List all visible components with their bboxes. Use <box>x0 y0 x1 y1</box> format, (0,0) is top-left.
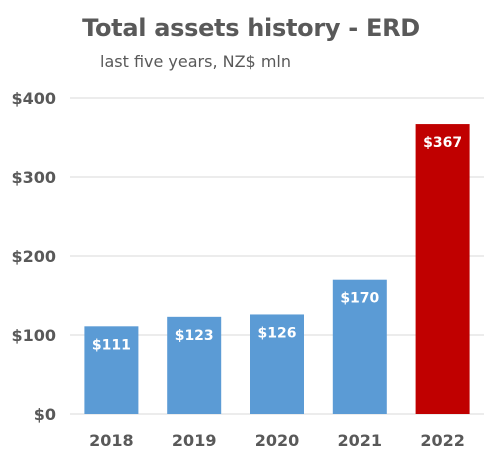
bar-value-label: $126 <box>258 325 297 341</box>
bar-value-labels: $111 $123 $126 $170 $367 <box>92 135 462 353</box>
bars <box>84 124 470 414</box>
x-tick-label: 2018 <box>89 431 134 450</box>
y-tick-label: $200 <box>11 247 56 266</box>
x-tick-label: 2019 <box>172 431 217 450</box>
bar-2018 <box>84 326 139 414</box>
y-tick-label: $100 <box>11 326 56 345</box>
bar-value-label: $111 <box>92 337 131 353</box>
bar-2020 <box>250 314 304 414</box>
x-tick-label: 2022 <box>420 431 465 450</box>
x-tick-label: 2020 <box>255 431 300 450</box>
bar-value-label: $123 <box>175 328 214 344</box>
bar-value-label: $367 <box>423 135 462 151</box>
y-tick-label: $300 <box>11 168 56 187</box>
bar-2019 <box>167 316 222 414</box>
chart-title: Total assets history - ERD <box>82 14 420 42</box>
y-axis-ticks: $0 $100 $200 $300 $400 <box>11 89 56 424</box>
y-tick-label: $0 <box>34 405 56 424</box>
bar-2021 <box>332 279 387 414</box>
chart-subtitle: last five years, NZ$ mln <box>100 52 291 71</box>
y-tick-label: $400 <box>11 89 56 108</box>
bar-value-label: $170 <box>340 291 379 307</box>
x-axis-ticks: 2018 2019 2020 2021 2022 <box>89 431 465 450</box>
x-tick-label: 2021 <box>338 431 383 450</box>
bar-2022 <box>415 124 470 414</box>
